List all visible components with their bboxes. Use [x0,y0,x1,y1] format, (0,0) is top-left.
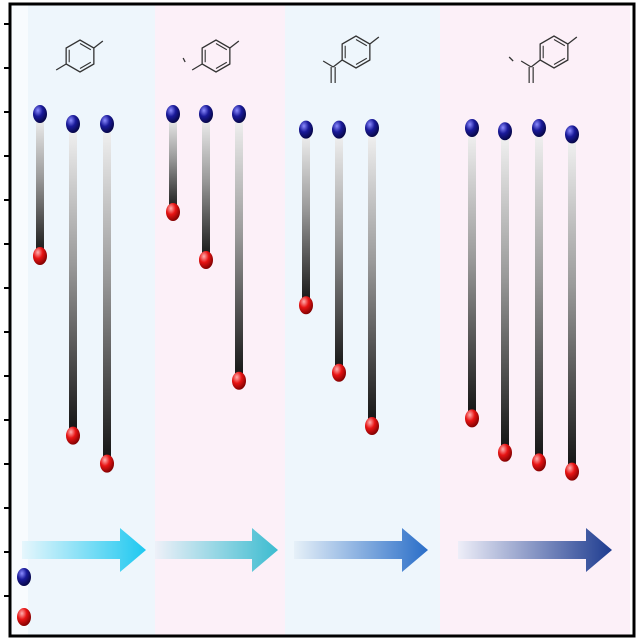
panel-3-arrow-icon [294,528,428,572]
panel-3-bar-3 [365,119,379,435]
legend-blue-sphere-icon [17,568,31,586]
acetyl-bond [520,60,532,68]
acetyl-bond [322,60,334,68]
ring-double-bond [79,61,92,69]
blue-sphere-icon [66,115,80,133]
red-sphere-icon [199,251,213,269]
red-sphere-icon [498,443,512,462]
energy-bar [202,114,210,260]
ring-double-bond [215,43,228,51]
energy-bar [169,114,177,212]
energy-bar [501,131,509,453]
outer-frame [8,2,636,638]
panel-3-bar-1 [299,120,313,315]
blue-sphere-icon [100,115,114,133]
molecule-structures [55,35,578,83]
blue-sphere-icon [365,119,379,137]
ring-double-bond [553,39,566,47]
ring-double-bond [355,57,368,65]
red-sphere-icon [166,203,180,221]
methyl-stub-bond [182,57,186,63]
methyl-stub-bond [508,56,514,62]
panel-1-bar-3 [100,115,114,473]
methyl-bond [567,36,578,45]
ring-double-bond [553,57,566,65]
energy-bars [33,105,579,481]
panel-2-bar-3 [232,105,246,390]
blue-sphere-icon [232,105,246,123]
energy-bar [468,128,476,419]
carbonyl-bond [332,59,343,68]
red-sphere-icon [565,462,579,481]
panel-3-background [285,4,440,636]
blue-sphere-icon [299,120,313,139]
ring-double-bond [215,61,228,69]
panel-backgrounds [10,4,630,636]
energy-bar [568,134,576,472]
legend-red-sphere-icon [17,608,31,626]
legend [17,568,31,626]
energy-bar [235,114,243,381]
energy-bar [69,124,77,436]
panel-4-bar-3 [532,119,546,472]
blue-sphere-icon [199,105,213,123]
progress-arrows [22,528,612,572]
energy-bar [368,128,376,426]
energy-bar [36,114,44,256]
red-sphere-icon [100,454,114,473]
ring-double-bond [355,39,368,47]
red-sphere-icon [332,363,346,382]
energy-bar [335,129,343,373]
panel-4-bar-2 [498,122,512,462]
carbonyl-bond [530,59,541,68]
panel-3-bar-2 [332,120,346,382]
methyl-bond [191,63,203,71]
energy-bar [103,124,111,464]
red-sphere-icon [66,426,80,445]
methyl-bond [55,63,67,71]
methyl-bond [229,40,240,49]
blue-sphere-icon [465,119,479,137]
molecule-toluene-icon [55,39,104,73]
methyl-bond [369,36,380,45]
red-sphere-icon [299,296,313,315]
blue-sphere-icon [166,105,180,123]
red-sphere-icon [465,409,479,428]
molecule-methyl-acetyl-toluene-icon [508,35,578,83]
molecule-acetyl-toluene-icon [322,35,380,83]
red-sphere-icon [232,371,246,390]
methyl-bond [93,40,104,49]
panel-4-bar-1 [465,119,479,428]
panel-2-bar-1 [166,105,180,221]
blue-sphere-icon [33,105,47,123]
panel-4-arrow-icon [458,528,612,572]
molecule-methyl-toluene-icon [182,39,240,73]
energy-bar [535,128,543,463]
red-sphere-icon [33,247,47,265]
blue-sphere-icon [532,119,546,137]
panel-1-bar-1 [33,105,47,265]
panel-1-edge-glow [10,4,28,636]
energy-bar [302,129,310,306]
panel-4-bar-4 [565,125,579,481]
panel-2-arrow-icon [155,528,278,572]
blue-sphere-icon [332,120,346,139]
red-sphere-icon [532,453,546,472]
blue-sphere-icon [498,122,512,141]
panel-2-bar-2 [199,105,213,269]
axis-frame [4,2,636,638]
blue-sphere-icon [565,125,579,144]
panel-1-bar-2 [66,115,80,445]
panel-1-arrow-icon [22,528,146,572]
red-sphere-icon [365,417,379,435]
ring-double-bond [79,43,92,51]
